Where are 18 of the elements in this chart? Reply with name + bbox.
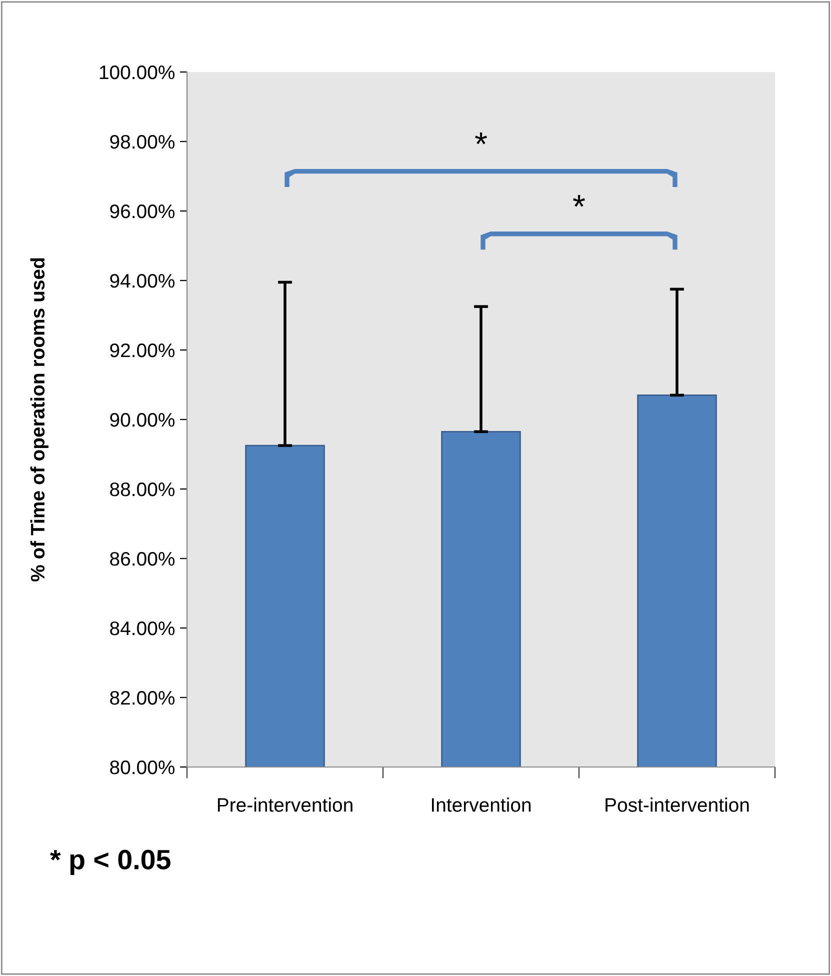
y-tick-label: 96.00% <box>110 204 175 218</box>
y-tick-label: 92.00% <box>110 343 175 358</box>
y-axis-title: % of Time of operation rooms used <box>30 258 48 582</box>
x-tick-label: Post-intervention <box>606 798 749 812</box>
annotation: * <box>475 132 487 144</box>
y-tick-label: 100.00% <box>100 65 175 80</box>
y-tick-label: 90.00% <box>110 412 175 427</box>
annotation: * <box>573 195 585 207</box>
y-tick-label: 82.00% <box>110 690 175 705</box>
y-tick-label: 98.00% <box>110 134 175 149</box>
text: * p < 0.05 <box>50 850 170 875</box>
y-tick-label: 80.00% <box>110 760 175 774</box>
y-tick-label: 88.00% <box>110 482 175 496</box>
y-tick-label: 94.00% <box>110 274 175 288</box>
y-tick-label: 84.00% <box>110 621 175 636</box>
x-tick-label: Pre-intervention <box>218 798 352 812</box>
y-tick-label: 86.00% <box>110 552 175 566</box>
x-tick-label: Intervention <box>432 798 531 812</box>
